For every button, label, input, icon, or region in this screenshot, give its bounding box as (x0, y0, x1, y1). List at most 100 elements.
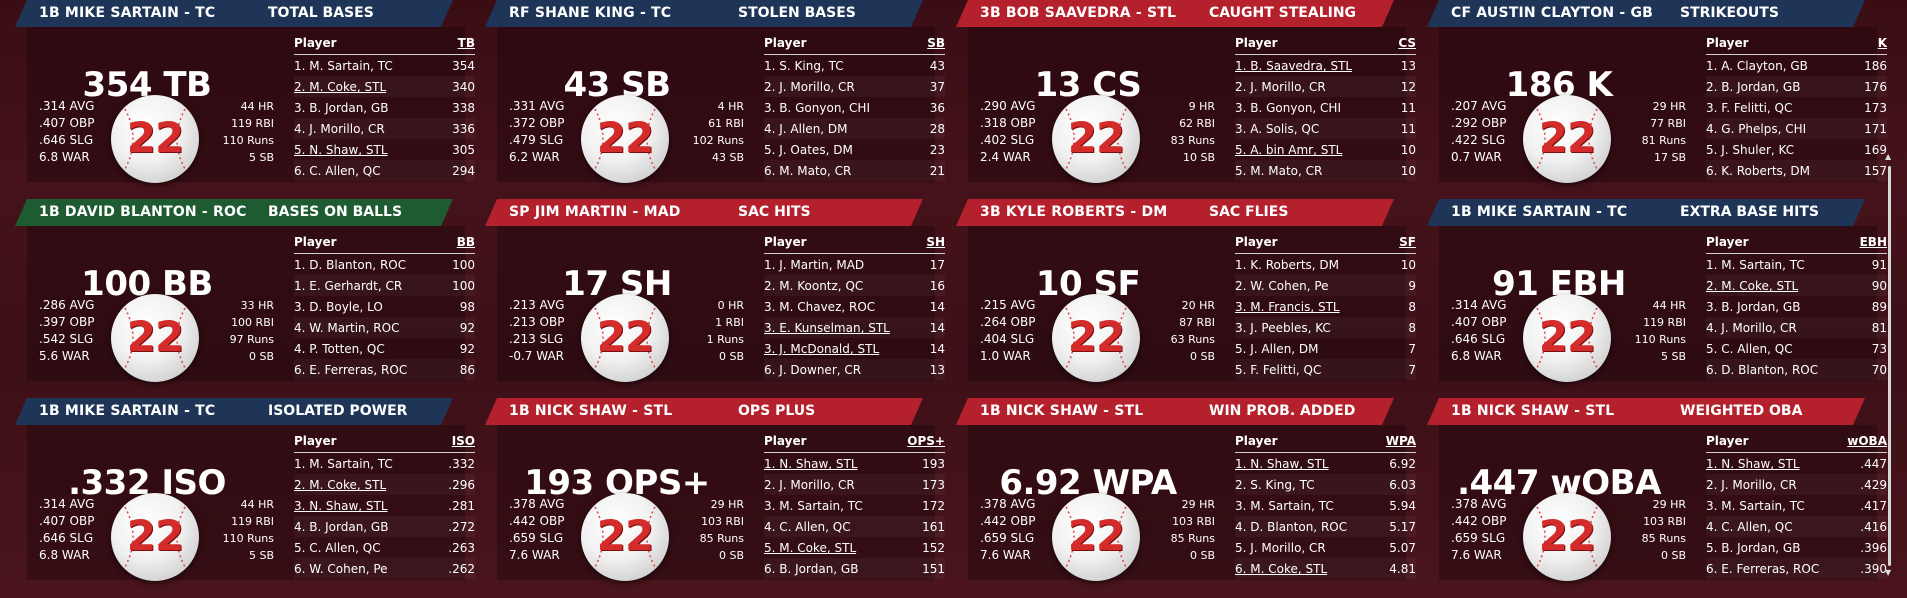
leader-card[interactable]: 1B MIKE SARTAIN - TC ISOLATED POWER .332… (15, 398, 477, 586)
table-row[interactable]: 4. C. Allen, QC .416 (1706, 516, 1887, 537)
player-name[interactable]: 3B KYLE ROBERTS - DM (980, 204, 1168, 220)
leader-name[interactable]: 6. M. Coke, STL (1235, 562, 1328, 576)
leader-name[interactable]: 3. B. Jordan, GB (1706, 300, 1801, 314)
table-row[interactable]: 5. J. Shuler, KC 169 (1706, 139, 1887, 160)
player-column-header[interactable]: Player (294, 434, 337, 448)
leader-card[interactable]: 3B BOB SAAVEDRA - STL CAUGHT STEALING 13… (956, 0, 1418, 188)
leader-name[interactable]: 2. M. Coke, STL (1706, 279, 1799, 293)
leader-name[interactable]: 5. B. Jordan, GB (1706, 541, 1801, 555)
leader-name[interactable]: 6. E. Ferreras, ROC (1706, 562, 1820, 576)
leader-name[interactable]: 4. B. Jordan, GB (294, 520, 389, 534)
table-row[interactable]: 6. E. Ferreras, ROC 86 (294, 359, 475, 380)
table-row[interactable]: 3. M. Sartain, TC 5.94 (1235, 495, 1416, 516)
leader-name[interactable]: 2. J. Morillo, CR (1235, 80, 1326, 94)
player-name[interactable]: 1B MIKE SARTAIN - TC (1451, 204, 1628, 220)
table-row[interactable]: 3. F. Felitti, QC 173 (1706, 97, 1887, 118)
table-row[interactable]: 3. B. Jordan, GB 89 (1706, 296, 1887, 317)
table-row[interactable]: 3. D. Boyle, LO 98 (294, 296, 475, 317)
table-row[interactable]: 3. A. Solis, QC 11 (1235, 118, 1416, 139)
table-row[interactable]: 2. J. Morillo, CR .429 (1706, 474, 1887, 495)
leader-name[interactable]: 3. J. Peebles, KC (1235, 321, 1331, 335)
player-column-header[interactable]: Player (1706, 235, 1749, 249)
leader-name[interactable]: 2. J. Morillo, CR (764, 80, 855, 94)
leader-name[interactable]: 1. S. King, TC (764, 59, 844, 73)
leader-name[interactable]: 2. M. Koontz, QC (764, 279, 864, 293)
table-row[interactable]: 2. W. Cohen, Pe 9 (1235, 275, 1416, 296)
player-name[interactable]: 1B NICK SHAW - STL (509, 403, 673, 419)
leader-card[interactable]: 1B MIKE SARTAIN - TC TOTAL BASES 354 TB.… (15, 0, 477, 188)
stat-column-header[interactable]: wOBA (1847, 434, 1887, 448)
leader-name[interactable]: 4. C. Allen, QC (764, 520, 851, 534)
leader-name[interactable]: 4. P. Totten, QC (294, 342, 385, 356)
leader-name[interactable]: 4. J. Morillo, CR (1706, 321, 1797, 335)
leader-name[interactable]: 6. D. Blanton, ROC (1706, 363, 1819, 377)
leader-name[interactable]: 1. N. Shaw, STL (1235, 457, 1329, 471)
leader-name[interactable]: 6. W. Cohen, Pe (294, 562, 388, 576)
table-row[interactable]: 2. J. Morillo, CR 173 (764, 474, 945, 495)
leader-name[interactable]: 4. G. Phelps, CHI (1706, 122, 1807, 136)
leader-name[interactable]: 6. J. Downer, CR (764, 363, 862, 377)
player-name[interactable]: 1B MIKE SARTAIN - TC (39, 5, 216, 21)
leader-name[interactable]: 3. M. Francis, STL (1235, 300, 1340, 314)
leader-name[interactable]: 3. M. Sartain, TC (1235, 499, 1334, 513)
table-row[interactable]: 1. M. Sartain, TC 91 (1706, 254, 1887, 275)
stat-column-header[interactable]: K (1877, 36, 1887, 50)
leader-name[interactable]: 3. E. Kunselman, STL (764, 321, 890, 335)
table-row[interactable]: 3. E. Kunselman, STL 14 (764, 317, 945, 338)
leader-name[interactable]: 3. B. Jordan, GB (294, 101, 389, 115)
player-column-header[interactable]: Player (764, 36, 807, 50)
table-row[interactable]: 1. J. Martin, MAD 17 (764, 254, 945, 275)
leader-name[interactable]: 2. W. Cohen, Pe (1235, 279, 1329, 293)
table-row[interactable]: 1. B. Saavedra, STL 13 (1235, 55, 1416, 76)
leader-name[interactable]: 6. B. Jordan, GB (764, 562, 859, 576)
leader-card[interactable]: SP JIM MARTIN - MAD SAC HITS 17 SH .213 A… (485, 199, 947, 387)
leader-name[interactable]: 1. A. Clayton, GB (1706, 59, 1808, 73)
player-column-header[interactable]: Player (1706, 36, 1749, 50)
table-row[interactable]: 3. M. Francis, STL 8 (1235, 296, 1416, 317)
stat-column-header[interactable]: TB (457, 36, 475, 50)
player-column-header[interactable]: Player (1235, 434, 1278, 448)
leader-name[interactable]: 3. N. Shaw, STL (294, 499, 388, 513)
table-row[interactable]: 6. J. Downer, CR 13 (764, 359, 945, 380)
leader-name[interactable]: 5. J. Oates, DM (764, 143, 853, 157)
leader-name[interactable]: 2. J. Morillo, CR (1706, 478, 1797, 492)
table-row[interactable]: 3. J. McDonald, STL 14 (764, 338, 945, 359)
leader-name[interactable]: 6. E. Ferreras, ROC (294, 363, 408, 377)
table-row[interactable]: 1. D. Blanton, ROC 100 (294, 254, 475, 275)
table-row[interactable]: 2. M. Koontz, QC 16 (764, 275, 945, 296)
leader-name[interactable]: 1. N. Shaw, STL (1706, 457, 1800, 471)
table-row[interactable]: 4. J. Morillo, CR 81 (1706, 317, 1887, 338)
table-row[interactable]: 4. J. Allen, DM 28 (764, 118, 945, 139)
table-row[interactable]: 3. B. Jordan, GB 338 (294, 97, 475, 118)
table-row[interactable]: 5. J. Allen, DM 7 (1235, 338, 1416, 359)
leader-card[interactable]: RF SHANE KING - TC STOLEN BASES 43 SB .33… (485, 0, 947, 188)
leader-name[interactable]: 1. M. Sartain, TC (1706, 258, 1805, 272)
table-row[interactable]: 6. D. Blanton, ROC 70 (1706, 359, 1887, 380)
table-row[interactable]: 1. M. Sartain, TC 354 (294, 55, 475, 76)
leader-name[interactable]: 1. M. Sartain, TC (294, 457, 393, 471)
scroll-down-icon[interactable]: ▼ (1885, 568, 1892, 577)
table-row[interactable]: 4. J. Morillo, CR 336 (294, 118, 475, 139)
leader-name[interactable]: 5. J. Shuler, KC (1706, 143, 1795, 157)
leader-name[interactable]: 1. M. Sartain, TC (294, 59, 393, 73)
table-row[interactable]: 2. J. Morillo, CR 12 (1235, 76, 1416, 97)
player-column-header[interactable]: Player (1706, 434, 1749, 448)
leader-name[interactable]: 5. M. Coke, STL (764, 541, 857, 555)
leader-name[interactable]: 4. C. Allen, QC (1706, 520, 1793, 534)
player-name[interactable]: CF AUSTIN CLAYTON - GB (1451, 5, 1654, 21)
leader-name[interactable]: 5. C. Allen, QC (1706, 342, 1793, 356)
leader-name[interactable]: 5. A. bin Amr, STL (1235, 143, 1343, 157)
leader-name[interactable]: 5. J. Allen, DM (1235, 342, 1319, 356)
leader-name[interactable]: 2. M. Coke, STL (294, 80, 387, 94)
player-name[interactable]: 1B NICK SHAW - STL (980, 403, 1144, 419)
leader-card[interactable]: CF AUSTIN CLAYTON - GB STRIKEOUTS 186 K.… (1427, 0, 1889, 188)
table-row[interactable]: 6. M. Coke, STL 4.81 (1235, 558, 1416, 579)
player-column-header[interactable]: Player (294, 235, 337, 249)
leader-name[interactable]: 2. B. Jordan, GB (1706, 80, 1801, 94)
leader-card[interactable]: 3B KYLE ROBERTS - DM SAC FLIES 10 SF .215… (956, 199, 1418, 387)
leader-card[interactable]: 1B NICK SHAW - STL OPS PLUS 193 OPS+ .378… (485, 398, 947, 586)
leader-name[interactable]: 5. F. Felitti, QC (1235, 363, 1322, 377)
table-row[interactable]: 5. J. Morillo, CR 5.07 (1235, 537, 1416, 558)
stat-column-header[interactable]: SH (926, 235, 945, 249)
stat-column-header[interactable]: WPA (1385, 434, 1416, 448)
